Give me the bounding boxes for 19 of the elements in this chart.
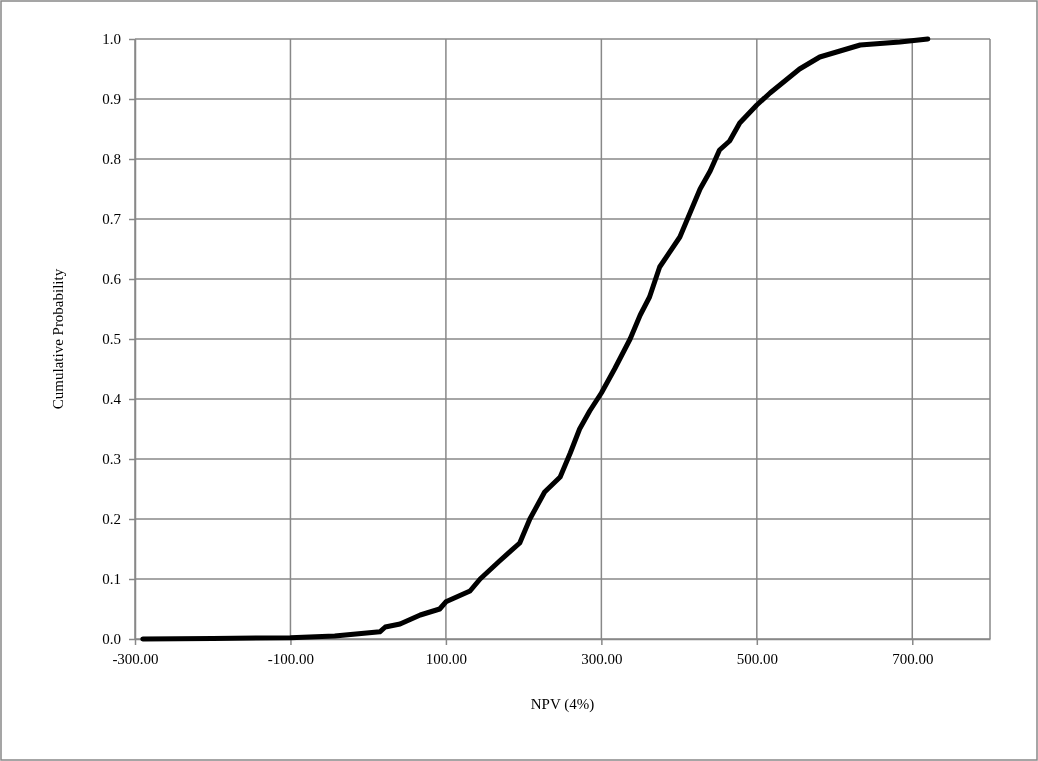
- x-tick-label: -300.00: [112, 650, 159, 667]
- y-tick-label: 0.8: [102, 151, 121, 168]
- y-tick-label: 0.7: [102, 211, 122, 228]
- x-tick-label: 300.00: [581, 650, 623, 667]
- y-tick-label: 0.5: [102, 331, 121, 348]
- x-tick-label: 700.00: [892, 650, 934, 667]
- x-tick-label: 100.00: [425, 650, 468, 667]
- y-tick-label: 0.4: [102, 391, 122, 408]
- y-tick-label: 1.0: [102, 31, 121, 48]
- y-tick-label: 0.6: [102, 271, 122, 288]
- y-axis-title: Cumulative Probability: [50, 268, 66, 410]
- y-tick-label: 0.3: [102, 451, 121, 468]
- x-tick-label: -100.00: [267, 650, 315, 667]
- x-tick-label: 500.00: [736, 650, 778, 667]
- x-axis-title: NPV (4%): [530, 696, 595, 713]
- y-tick-label: 0.1: [102, 571, 121, 588]
- y-tick-label: 0.2: [102, 511, 121, 528]
- y-tick-label: 0.0: [102, 631, 121, 648]
- y-tick-label: 0.9: [102, 91, 121, 108]
